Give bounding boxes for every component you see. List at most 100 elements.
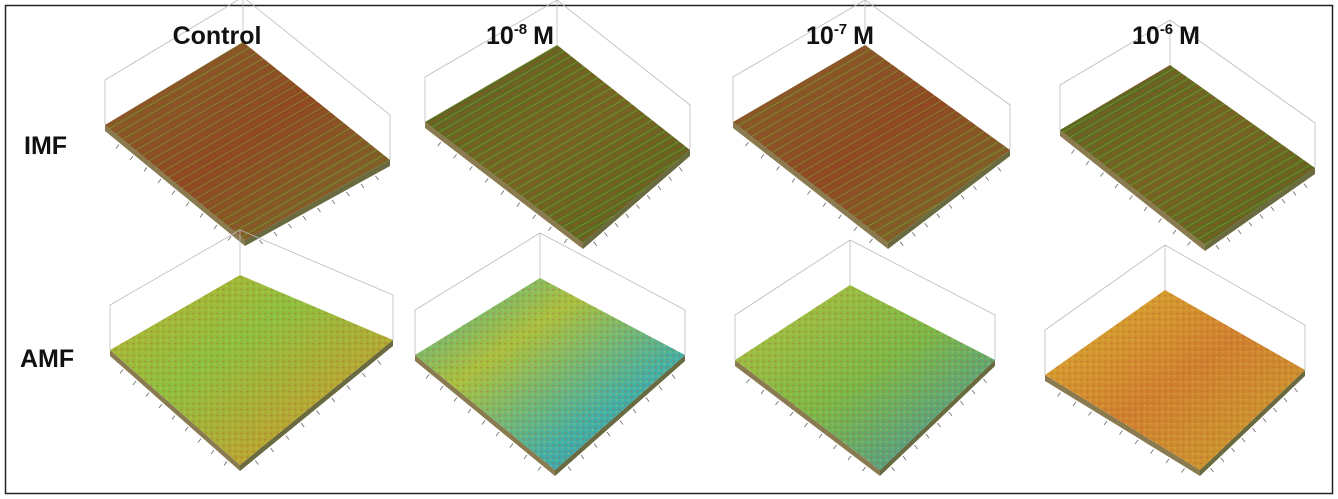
- axis-tick: [1293, 191, 1296, 195]
- axis-tick: [938, 423, 941, 427]
- axis-tick: [863, 467, 866, 471]
- axis-tick: [646, 398, 649, 402]
- axis-tick: [1249, 222, 1252, 226]
- axis-tick: [1166, 459, 1169, 463]
- axis-tick: [1058, 393, 1061, 397]
- axis-tick: [568, 467, 571, 471]
- axis-tick: [318, 208, 321, 212]
- axis-tick: [482, 421, 485, 425]
- axis-tick: [1072, 150, 1075, 154]
- axis-tick: [186, 202, 189, 206]
- axis-tick: [214, 225, 217, 229]
- axis-tick: [747, 379, 750, 383]
- axis-tick: [120, 370, 123, 374]
- axis-tick: [912, 232, 915, 236]
- axis-tick: [658, 186, 661, 190]
- axis-tick: [776, 401, 779, 405]
- axis-tick: [564, 239, 567, 243]
- axis-tick: [937, 214, 940, 218]
- axis-tick: [1227, 238, 1230, 242]
- axis-tick: [607, 432, 610, 436]
- exponent: -8: [514, 21, 527, 38]
- axis-tick: [260, 240, 263, 244]
- axis-tick: [332, 200, 335, 204]
- surface-texture: [1060, 65, 1315, 245]
- axis-tick: [808, 191, 811, 195]
- axis-tick: [376, 176, 379, 180]
- axis-tick: [211, 450, 214, 454]
- axis-tick: [501, 191, 504, 195]
- surface-texture: [105, 42, 390, 240]
- column-header: 10-8 M: [486, 21, 554, 50]
- axis-tick: [926, 434, 929, 438]
- exponent: -7: [834, 21, 847, 38]
- axis-tick: [972, 390, 975, 394]
- axis-tick: [200, 214, 203, 218]
- axis-tick: [1295, 388, 1298, 392]
- axis-tick: [903, 456, 906, 460]
- axis-tick: [1282, 199, 1285, 203]
- axis-tick: [892, 467, 895, 471]
- axis-tick: [378, 361, 381, 365]
- axis-tick: [637, 205, 640, 209]
- axis-tick: [949, 205, 952, 209]
- axis-tick: [1144, 207, 1147, 211]
- axis-tick: [1188, 242, 1191, 246]
- axis-tick: [1211, 468, 1214, 472]
- row-label: AMF: [20, 345, 74, 373]
- axis-tick: [761, 154, 764, 158]
- axis-tick: [185, 427, 188, 431]
- axis-tick: [900, 242, 903, 246]
- axis-tick: [790, 412, 793, 416]
- axis-tick: [594, 242, 597, 246]
- unit: M: [1179, 22, 1200, 50]
- axis-tick: [438, 142, 441, 146]
- base: 10: [1132, 22, 1160, 50]
- axis-tick: [158, 179, 161, 183]
- axis-tick: [198, 439, 201, 443]
- axis-tick: [454, 154, 457, 158]
- axis-tick: [144, 168, 147, 172]
- axis-tick: [1304, 184, 1307, 188]
- axis-tick: [1271, 207, 1274, 211]
- axis-tick: [870, 239, 873, 243]
- axis-tick: [1151, 450, 1154, 454]
- axis-tick: [517, 203, 520, 207]
- column-header: 10-7M: [806, 21, 874, 50]
- axis-tick: [146, 393, 149, 397]
- axis-tick: [1182, 469, 1185, 473]
- axis-tick: [626, 214, 629, 218]
- axis-tick: [116, 145, 119, 149]
- axis-tick: [647, 195, 650, 199]
- axis-tick: [454, 398, 457, 402]
- column-header: Control: [173, 22, 262, 50]
- row-label: IMF: [24, 132, 67, 160]
- base: 10: [486, 22, 514, 50]
- axis-tick: [961, 195, 964, 199]
- axis-tick: [1216, 245, 1219, 249]
- axis-tick: [1159, 219, 1162, 223]
- axis-tick: [538, 467, 541, 471]
- axis-tick: [949, 412, 952, 416]
- axis-tick: [973, 186, 976, 190]
- axis-tick: [581, 455, 584, 459]
- axis-tick: [130, 156, 133, 160]
- surface-texture: [1045, 290, 1305, 470]
- axis-tick: [301, 423, 304, 427]
- axis-tick: [805, 423, 808, 427]
- axis-tick: [1242, 438, 1245, 442]
- axis-tick: [159, 404, 162, 408]
- axis-tick: [839, 215, 842, 219]
- axis-tick: [915, 445, 918, 449]
- axis-tick: [172, 191, 175, 195]
- axis-tick: [1221, 458, 1224, 462]
- axis-tick: [274, 232, 277, 236]
- axis-tick: [615, 223, 618, 227]
- unit: M: [533, 22, 554, 50]
- axis-tick: [1130, 196, 1133, 200]
- axis-tick: [496, 432, 499, 436]
- axis-tick: [633, 409, 636, 413]
- axis-tick: [1120, 431, 1123, 435]
- axis-tick: [1089, 412, 1092, 416]
- axis-tick: [347, 192, 350, 196]
